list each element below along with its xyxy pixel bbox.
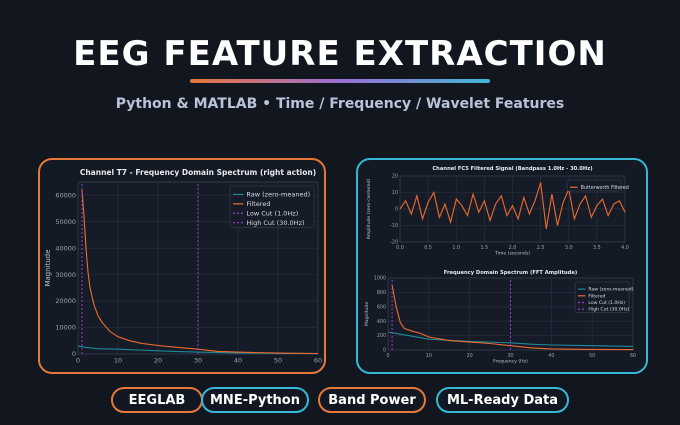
y-tick-label: 600 <box>377 304 386 310</box>
x-tick-label: 50 <box>589 353 595 359</box>
chart-title: Frequency Domain Spectrum (FFT Amplitude… <box>444 270 577 276</box>
y-tick-label: 200 <box>377 333 386 339</box>
legend-label: Low Cut (1.0Hz) <box>246 209 298 217</box>
legend-label: Raw (zero-meaned) <box>246 191 310 199</box>
y-tick-label: -20 <box>390 240 398 246</box>
y-tick-label: 10 <box>392 190 398 196</box>
x-tick-label: 20 <box>467 353 473 359</box>
x-tick-label: 30 <box>194 357 202 365</box>
x-tick-label: 30 <box>507 353 513 359</box>
pill-band-power-label: Band Power <box>328 392 416 408</box>
pill-band-power: Band Power <box>318 387 426 413</box>
legend-label: Low Cut (1.0Hz) <box>588 300 625 306</box>
x-tick-label: 10 <box>114 357 122 365</box>
y-tick-label: 0 <box>395 207 398 213</box>
y-tick-label: 60000 <box>55 191 76 199</box>
y-tick-label: -10 <box>390 223 398 229</box>
page-subtitle: Python & MATLAB • Time / Frequency / Wav… <box>115 96 565 112</box>
series-line <box>81 189 319 355</box>
left-chart-panel: Channel T7 - Frequency Domain Spectrum (… <box>38 158 326 374</box>
pill-ml-ready-data-label: ML-Ready Data <box>446 392 559 408</box>
x-tick-label: 0.0 <box>396 245 404 251</box>
legend-box <box>574 281 630 313</box>
x-axis-label: Frequency (Hz) <box>493 358 528 364</box>
y-tick-label: 40000 <box>55 244 76 252</box>
y-tick-label: 20000 <box>55 297 76 305</box>
x-tick-label: 20 <box>154 357 162 365</box>
title-underline <box>190 79 490 83</box>
pill-mne-python-label: MNE-Python <box>210 392 300 408</box>
x-tick-label: 1.5 <box>481 245 489 251</box>
x-tick-label: 0.5 <box>424 245 432 251</box>
series-line <box>387 331 634 347</box>
x-tick-label: 4.0 <box>621 245 629 251</box>
x-tick-label: 10 <box>426 353 432 359</box>
page-title: EEG FEATURE EXTRACTION <box>73 34 607 74</box>
pill-mne-python: MNE-Python <box>201 387 309 413</box>
y-axis-label: Magnitude <box>44 249 52 286</box>
x-tick-label: 0 <box>386 353 389 359</box>
x-tick-label: 40 <box>234 357 242 365</box>
chart-title: Channel FC5 Filtered Signal (Bandpass 1.… <box>432 166 592 172</box>
legend-label: High Cut (30.0Hz) <box>246 219 304 227</box>
x-tick-label: 1.0 <box>452 245 460 251</box>
chart-title: Channel T7 - Frequency Domain Spectrum (… <box>80 168 316 177</box>
y-tick-label: 20 <box>392 174 398 180</box>
y-axis-label: Magnitude <box>364 302 370 327</box>
legend-label: High Cut (30.0Hz) <box>588 307 629 313</box>
pill-eeglab: EEGLAB <box>111 387 203 413</box>
y-axis-label: Amplitude (zero-centered) <box>366 179 372 240</box>
filtered-signal-chart-fc5: Channel FC5 Filtered Signal (Bandpass 1.… <box>366 166 629 256</box>
pill-eeglab-label: EEGLAB <box>128 392 186 408</box>
x-axis-label: Time (seconds) <box>494 250 530 256</box>
series-line <box>399 182 626 229</box>
y-tick-label: 0 <box>72 350 76 358</box>
y-tick-label: 30000 <box>55 271 76 279</box>
legend-box <box>566 179 622 192</box>
y-tick-label: 0 <box>383 348 386 354</box>
x-tick-label: 60 <box>314 357 322 365</box>
x-tick-label: 3.0 <box>565 245 573 251</box>
legend-label: Butterworth Filtered <box>581 185 629 191</box>
legend-label: Filtered <box>588 293 605 299</box>
y-tick-label: 50000 <box>55 218 76 226</box>
x-tick-label: 50 <box>274 357 282 365</box>
y-tick-label: 400 <box>377 319 386 325</box>
legend-box <box>229 185 315 229</box>
y-tick-label: 10000 <box>55 324 76 332</box>
pill-ml-ready-data: ML-Ready Data <box>436 387 569 413</box>
y-tick-label: 800 <box>377 290 386 296</box>
x-tick-label: 2.0 <box>509 245 517 251</box>
x-tick-label: 0 <box>76 357 80 365</box>
x-tick-label: 60 <box>630 353 636 359</box>
series-line <box>77 345 319 355</box>
legend-label: Raw (zero-meaned) <box>588 287 633 293</box>
legend-label: Filtered <box>246 200 270 208</box>
spectrum-chart-t7: Channel T7 - Frequency Domain Spectrum (… <box>44 168 322 365</box>
right-chart-panel: Channel FC5 Filtered Signal (Bandpass 1.… <box>356 158 648 374</box>
x-tick-label: 40 <box>548 353 554 359</box>
series-line <box>391 285 634 351</box>
y-tick-label: 1000 <box>374 276 386 282</box>
x-tick-label: 2.5 <box>537 245 545 251</box>
fft-spectrum-chart: Frequency Domain Spectrum (FFT Amplitude… <box>364 270 636 364</box>
x-tick-label: 3.5 <box>593 245 601 251</box>
